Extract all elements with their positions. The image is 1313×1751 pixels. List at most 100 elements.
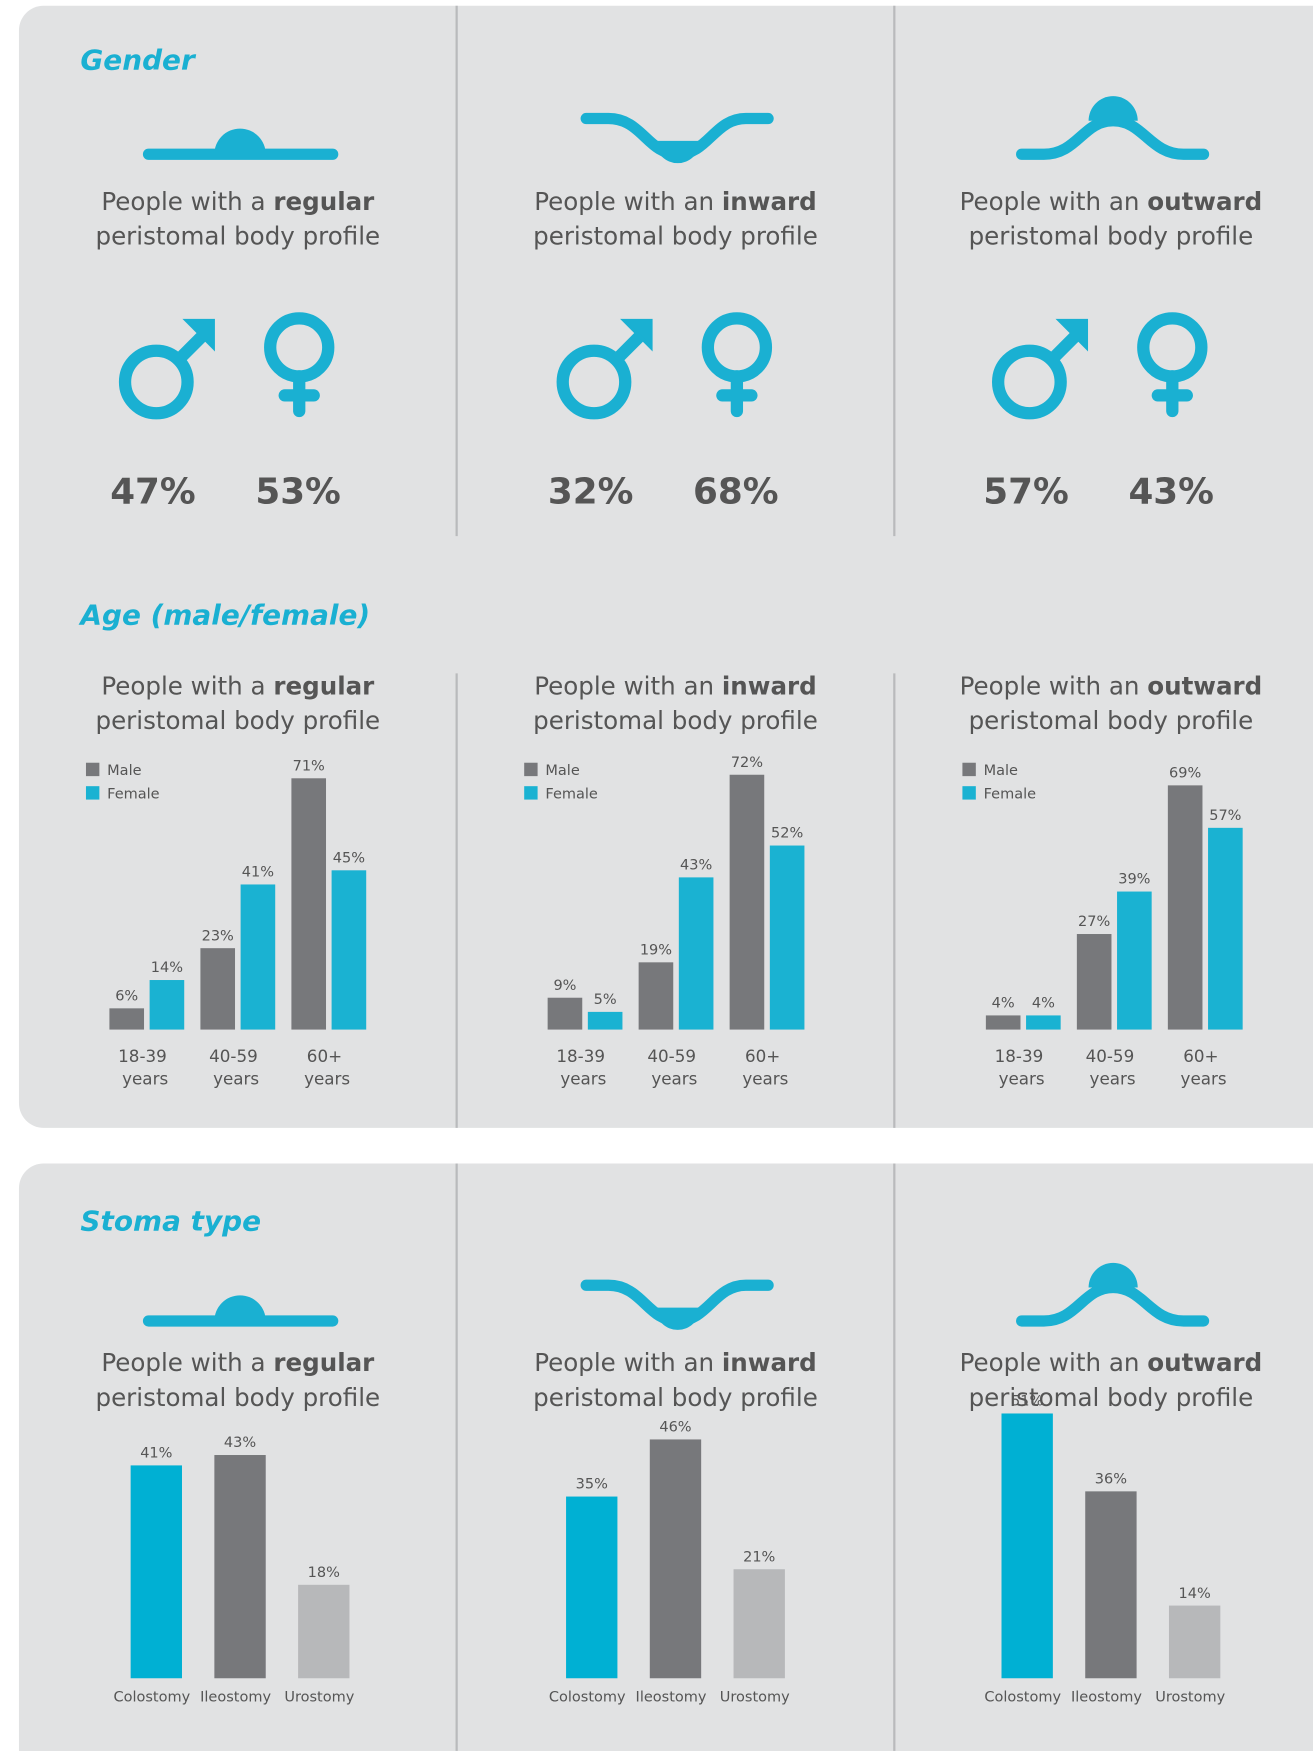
bar	[214, 1455, 266, 1679]
value-label: 43%	[224, 1435, 256, 1451]
value-label: 36%	[1095, 1472, 1127, 1488]
value-label: 41%	[140, 1446, 172, 1462]
value-label: 21%	[743, 1549, 775, 1565]
value-label: 57%	[1209, 808, 1241, 824]
gender-symbols	[118, 312, 335, 420]
profile-title: peristomal body profile	[969, 1383, 1254, 1412]
male-percent: 57%	[983, 472, 1069, 513]
bar	[587, 1011, 623, 1030]
value-label: 71%	[293, 758, 325, 774]
male-symbol	[992, 344, 1067, 420]
value-label: 35%	[576, 1477, 608, 1493]
profile-prefix: People with an	[534, 187, 714, 216]
profile-emphasis: outward	[1147, 672, 1262, 701]
x-tick-label: Ileostomy	[200, 1690, 271, 1706]
profile-icon	[142, 1295, 339, 1327]
value-label: 45%	[333, 850, 365, 866]
legend-swatch	[962, 786, 976, 800]
profile-icon	[142, 128, 339, 160]
bar	[200, 948, 236, 1030]
x-tick-label: Colostomy	[549, 1690, 626, 1706]
profile-prefix: People with an	[960, 672, 1140, 701]
profile-title: People with a regular	[101, 672, 375, 701]
section-title: Age (male/female)	[78, 598, 370, 631]
profile-title: People with an inward	[534, 1348, 816, 1377]
bar	[1085, 1491, 1137, 1679]
section-title: Stoma type	[80, 1205, 261, 1238]
profile-emphasis: outward	[1147, 1348, 1262, 1377]
x-tick-label: Urostomy	[1155, 1690, 1225, 1706]
male-percent: 47%	[110, 472, 196, 513]
bar	[298, 1584, 350, 1679]
x-tick-label: 60+ years	[304, 1046, 350, 1088]
x-tick-label: 40-59 years	[209, 1046, 263, 1088]
male-percent: 32%	[548, 472, 634, 513]
profile-prefix: People with a	[101, 1348, 265, 1377]
x-tick-label: 18-39 years	[556, 1046, 610, 1088]
profile-title: peristomal body profile	[533, 222, 818, 251]
profile-emphasis: regular	[273, 1348, 375, 1377]
value-label: 41%	[242, 865, 274, 881]
profile-emphasis: outward	[1147, 187, 1262, 216]
profile-icon	[1016, 1262, 1210, 1327]
bar	[1026, 1015, 1061, 1030]
bar	[1167, 785, 1203, 1030]
x-tick-label: 40-59 years	[1086, 1046, 1140, 1088]
legend-swatch	[524, 762, 538, 777]
male-symbol	[556, 344, 632, 420]
profile-title: People with an inward	[534, 672, 816, 701]
legend-swatch	[524, 786, 538, 800]
value-label: 51%	[1011, 1394, 1043, 1410]
profile-title: peristomal body profile	[533, 706, 818, 735]
profile-dome	[1088, 1262, 1138, 1288]
bar	[566, 1496, 618, 1679]
value-label: 72%	[731, 755, 763, 771]
value-label: 14%	[151, 960, 183, 976]
x-tick-label: Ileostomy	[636, 1690, 707, 1706]
bar	[1208, 827, 1243, 1030]
value-label: 27%	[1078, 914, 1110, 930]
value-label: 5%	[594, 992, 617, 1008]
profile-title: peristomal body profile	[95, 706, 380, 735]
value-label: 19%	[640, 943, 672, 959]
legend-swatch	[85, 762, 100, 777]
profile-prefix: People with an	[960, 1348, 1140, 1377]
x-tick-label: 60+ years	[742, 1046, 788, 1088]
value-label: 18%	[308, 1565, 340, 1581]
gender-symbols	[992, 312, 1208, 420]
profile-icon	[580, 112, 774, 164]
value-label: 23%	[202, 928, 234, 944]
profile-emphasis: inward	[722, 672, 817, 701]
female-percent: 43%	[1128, 472, 1214, 513]
bar	[1117, 891, 1152, 1030]
profile-prefix: People with a	[101, 187, 265, 216]
profile-dome	[214, 128, 266, 155]
bar	[130, 1465, 182, 1679]
profile-prefix: People with a	[101, 672, 265, 701]
profile-dome	[655, 1307, 701, 1330]
value-label: 9%	[553, 978, 576, 994]
profile-emphasis: regular	[273, 187, 375, 216]
legend-label: Male	[984, 763, 1018, 779]
profile-prefix: People with an	[534, 672, 714, 701]
value-label: 39%	[1118, 872, 1150, 888]
dividers	[455, 5, 896, 1751]
value-label: 6%	[115, 989, 138, 1005]
male-symbol	[182, 318, 215, 352]
legend-label: Male	[107, 763, 141, 779]
legend-label: Female	[545, 786, 598, 802]
profile-dome	[214, 1295, 266, 1321]
bar	[729, 774, 765, 1030]
section-title: Gender	[80, 43, 197, 76]
female-percent: 68%	[693, 472, 779, 513]
profile-title: People with a regular	[101, 187, 375, 216]
value-label: 4%	[1032, 996, 1055, 1012]
bar	[109, 1008, 145, 1030]
bar	[291, 778, 327, 1030]
bar	[240, 884, 276, 1030]
x-tick-label: 60+ years	[1181, 1046, 1227, 1088]
x-tick-label: 40-59 years	[647, 1046, 701, 1088]
profile-title: peristomal body profile	[95, 1383, 380, 1412]
male-symbol	[620, 318, 653, 352]
